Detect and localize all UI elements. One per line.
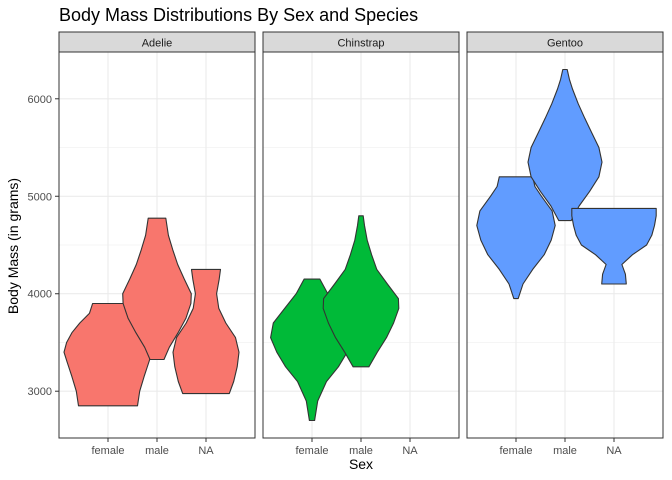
facet-panel-chinstrap: Chinstrap female male NA xyxy=(262,31,460,457)
facet-panel-gentoo: Gentoo female male NA xyxy=(466,31,664,457)
y-axis-title: Body Mass (in grams) xyxy=(5,178,21,314)
facet-strip xyxy=(262,31,460,53)
violin-adelie-na xyxy=(172,268,240,395)
y-tick-label: 6000 xyxy=(28,94,52,106)
chart-title: Body Mass Distributions By Sex and Speci… xyxy=(59,5,418,25)
violin-gentoo-na xyxy=(571,207,657,285)
violin-chinstrap-male xyxy=(322,215,400,368)
x-tick-label: female xyxy=(91,445,124,457)
y-tick-label: 4000 xyxy=(28,289,52,301)
y-tick-label: 5000 xyxy=(28,191,52,203)
violin-gentoo-female xyxy=(476,176,556,300)
y-axis: 3000 4000 5000 6000 xyxy=(28,94,59,398)
facet-strip-label: Chinstrap xyxy=(337,38,384,50)
x-tick-label: NA xyxy=(606,445,622,457)
facet-strip-label: Gentoo xyxy=(547,38,583,50)
facet-panel-adelie: Adelie female male NA xyxy=(58,31,256,457)
x-tick-label: female xyxy=(499,445,532,457)
x-tick-label: male xyxy=(145,445,169,457)
x-tick-label: male xyxy=(553,445,577,457)
x-tick-label: male xyxy=(349,445,373,457)
x-tick-label: NA xyxy=(198,445,214,457)
x-axis-title: Sex xyxy=(349,456,373,472)
violin-adelie-male xyxy=(122,217,192,361)
facet-strip xyxy=(466,31,664,53)
violin-gentoo-male xyxy=(527,68,603,222)
facet-strip xyxy=(58,31,256,53)
x-tick-label: NA xyxy=(402,445,418,457)
x-tick-label: female xyxy=(295,445,328,457)
facet-strip-label: Adelie xyxy=(142,38,173,50)
y-tick-label: 3000 xyxy=(28,386,52,398)
